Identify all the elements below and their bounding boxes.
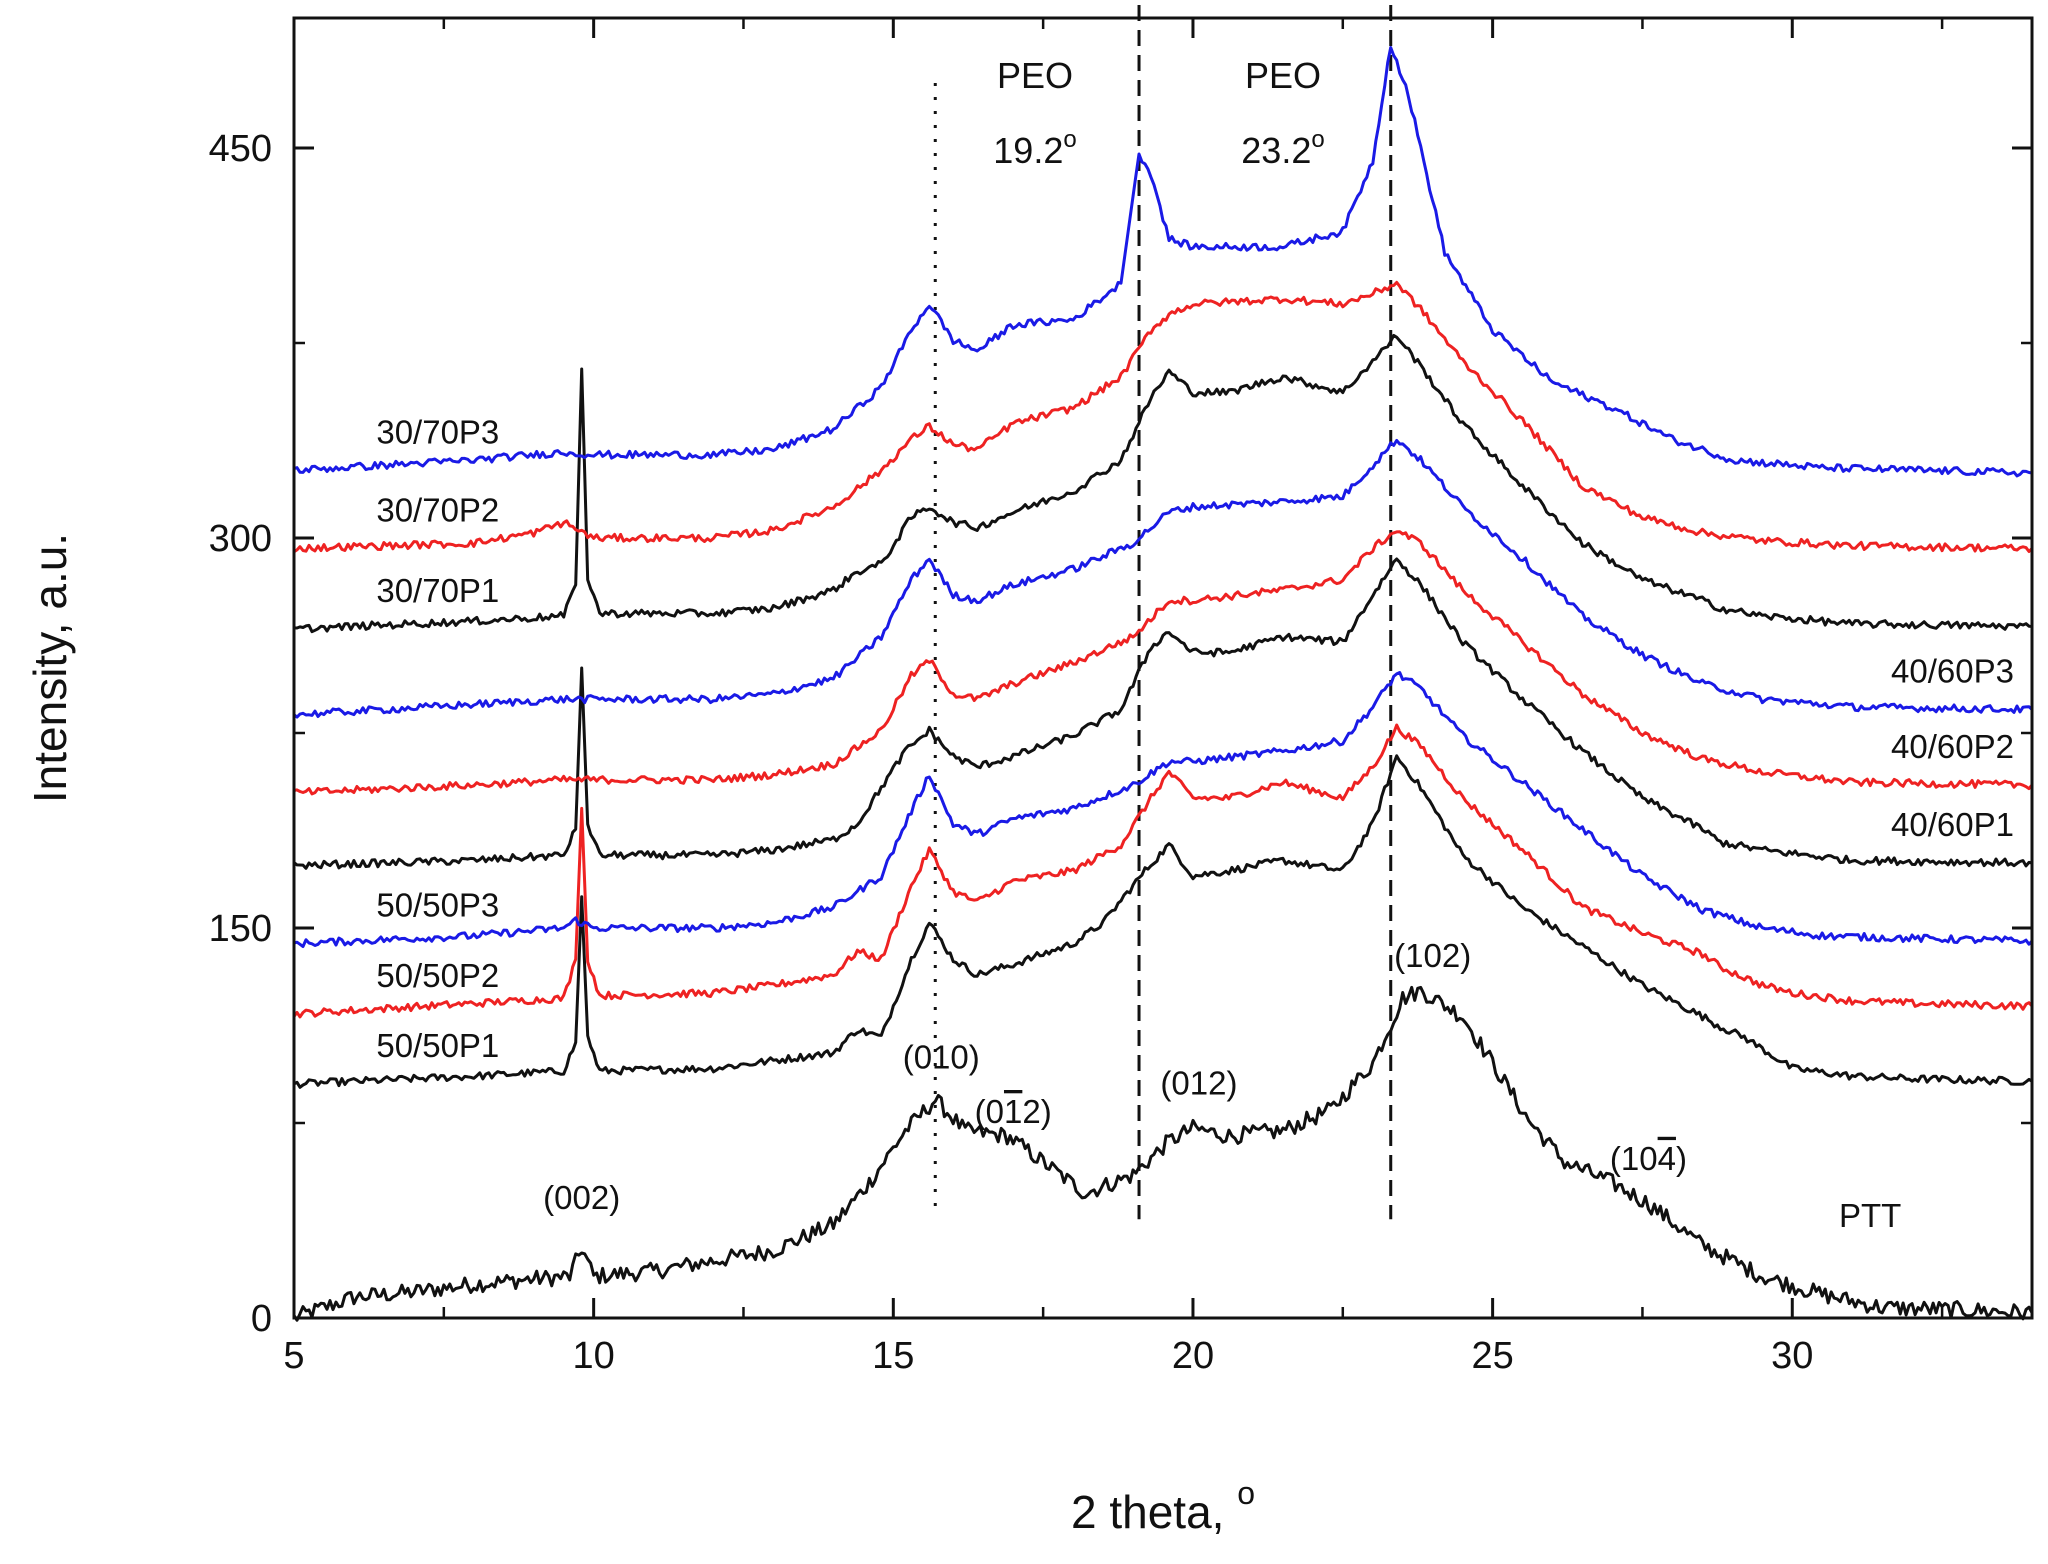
series-label-30-70p3: 30/70P3: [376, 413, 499, 450]
series-line-30-70p3: [293, 46, 2033, 478]
y-axis-title: Intensity, a.u.: [24, 533, 76, 803]
series-label-40-60p2: 40/60P2: [1891, 728, 2014, 765]
y-tick-label-0: 0: [251, 1298, 272, 1340]
series-line-50-50p1: [293, 754, 2033, 1089]
series-line-50-50p3: [293, 671, 2034, 948]
series-line-ptt: [292, 985, 2034, 1322]
series-line-40-60p1: [293, 557, 2033, 870]
peo-angle-2: 23.2o: [1241, 126, 1324, 171]
peak-label-012: (012): [975, 1093, 1052, 1130]
peak-label-002: (002): [543, 1179, 620, 1216]
x-tick-label-20: 20: [1172, 1335, 1214, 1377]
series-label-40-60p1: 40/60P1: [1891, 806, 2014, 843]
peo-angle-1: 19.2o: [993, 126, 1076, 171]
peo-label-2: PEO: [1245, 55, 1321, 96]
series-line-30-70p1: [293, 333, 2033, 634]
series-label-30-70p1: 30/70P1: [376, 572, 499, 609]
x-tick-label-30: 30: [1771, 1335, 1813, 1377]
x-tick-label-10: 10: [573, 1335, 615, 1377]
peak-label-ptt: PTT: [1839, 1197, 1901, 1234]
x-axis-title: 2 theta, o: [1071, 1475, 1255, 1538]
series-label-50-50p2: 50/50P2: [376, 957, 499, 994]
reference-lines: [933, 5, 1393, 1220]
series-label-50-50p3: 50/50P3: [376, 887, 499, 924]
series-label-30-70p2: 30/70P2: [376, 491, 499, 528]
series-line-40-60p2: [293, 530, 2034, 796]
series-labels: 50/50P1 50/50P2 50/50P3 40/60P1 40/60P2 40/60…: [376, 413, 2014, 1064]
series-label-40-60p3: 40/60P3: [1891, 653, 2014, 690]
peak-label-012: (012): [1160, 1064, 1237, 1101]
y-tick-label-150: 150: [209, 908, 272, 950]
series-line-50-50p2: [292, 723, 2034, 1019]
series-line-30-70p2: [293, 280, 2034, 554]
peak-label-102: (102): [1394, 937, 1471, 974]
series-group: [292, 46, 2034, 1322]
peak-label-010: (010): [903, 1038, 980, 1075]
x-tick-label-25: 25: [1471, 1335, 1513, 1377]
y-tick-label-450: 450: [209, 128, 272, 170]
y-tick-label-300: 300: [209, 518, 272, 560]
x-tick-label-5: 5: [283, 1335, 304, 1377]
x-tick-label-15: 15: [872, 1335, 914, 1377]
series-line-40-60p3: [293, 438, 2034, 719]
peak-label-104: (104): [1610, 1140, 1687, 1177]
peak-labels: (002) (010) (012) (012) (102) (104) PTT: [543, 937, 1901, 1234]
series-label-50-50p1: 50/50P1: [376, 1027, 499, 1064]
plot-frame: [292, 16, 2034, 1320]
peo-label-1: PEO: [997, 55, 1073, 96]
